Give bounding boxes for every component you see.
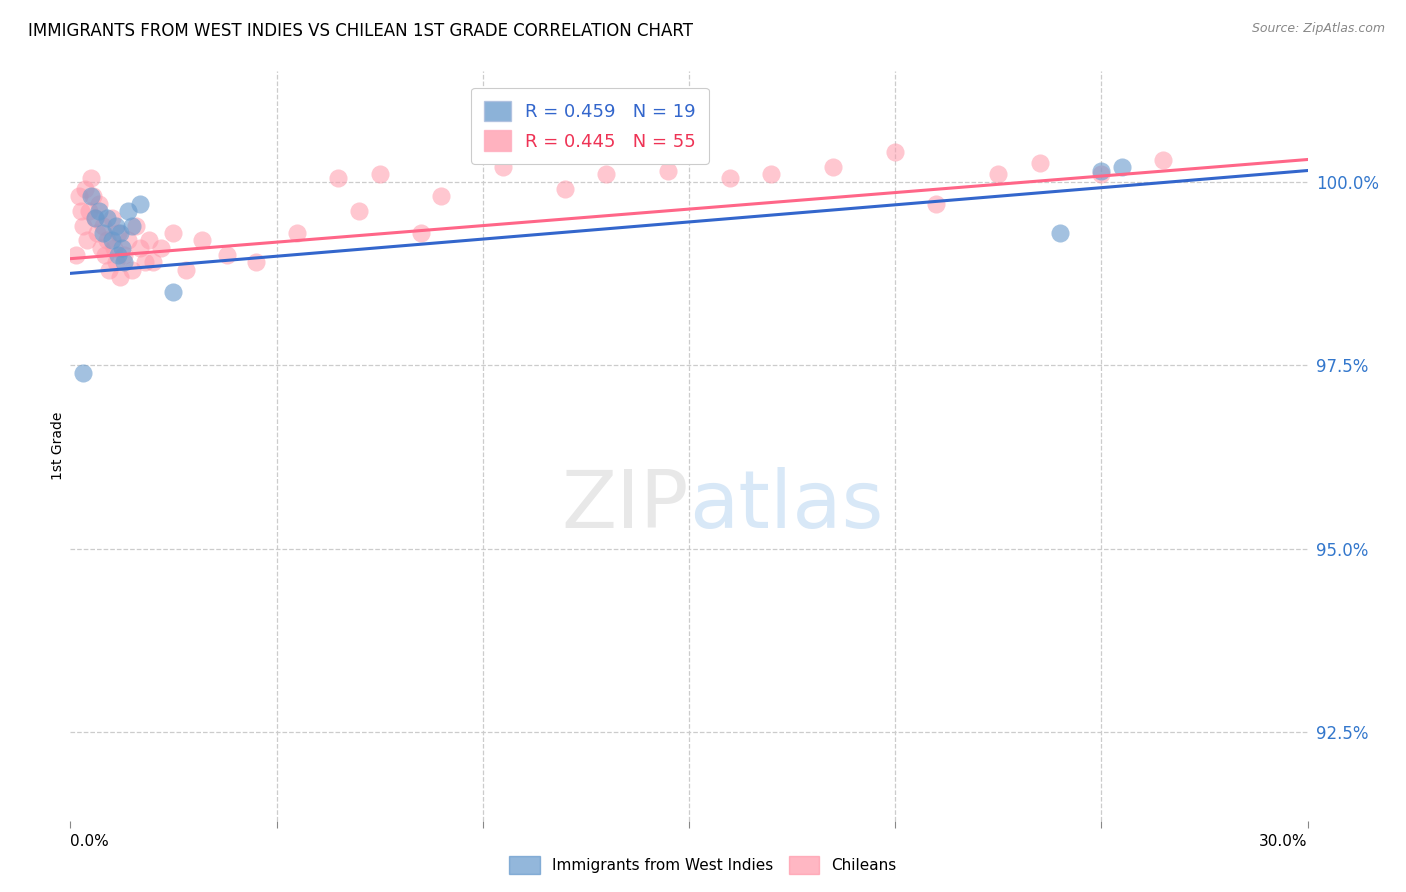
Point (1090, 167, 1112, 181)
Point (162, 285, 184, 299)
Point (89, 203, 111, 218)
Point (121, 219, 143, 233)
Point (430, 189, 453, 203)
Text: atlas: atlas (689, 467, 883, 545)
Point (174, 262, 197, 277)
Point (104, 219, 127, 233)
Point (595, 167, 617, 181)
Point (96, 233, 118, 247)
Point (1028, 156, 1050, 170)
Point (112, 248, 135, 262)
Point (1111, 160, 1133, 174)
Point (67, 189, 90, 203)
Point (90, 241, 112, 255)
Point (89, 196, 111, 211)
Legend: R = 0.459   N = 19, R = 0.445   N = 55: R = 0.459 N = 19, R = 0.445 N = 55 (471, 88, 709, 164)
Point (80, 170, 103, 185)
Point (925, 196, 948, 211)
Point (72, 366, 94, 380)
Point (129, 241, 152, 255)
Point (91, 219, 114, 233)
Point (138, 233, 160, 247)
Point (215, 248, 238, 262)
Text: ZIP: ZIP (561, 467, 689, 545)
Point (328, 170, 350, 185)
Point (104, 255, 127, 269)
Point (94, 248, 117, 262)
Point (69, 203, 91, 218)
Point (657, 163, 679, 178)
Point (1090, 163, 1112, 178)
Text: 0.0%: 0.0% (70, 834, 110, 849)
Point (96, 211, 118, 226)
Point (285, 226, 308, 240)
Point (108, 226, 131, 240)
Point (91, 226, 114, 240)
Point (191, 233, 214, 247)
Point (107, 226, 129, 240)
Point (103, 241, 125, 255)
Y-axis label: 1st Grade: 1st Grade (51, 412, 65, 480)
Point (72, 219, 94, 233)
Point (77, 203, 100, 218)
Point (554, 182, 576, 196)
Point (65, 248, 87, 262)
Point (142, 255, 165, 269)
Point (100, 211, 122, 226)
Point (125, 219, 148, 233)
Text: IMMIGRANTS FROM WEST INDIES VS CHILEAN 1ST GRADE CORRELATION CHART: IMMIGRANTS FROM WEST INDIES VS CHILEAN 1… (28, 22, 693, 40)
Point (134, 255, 156, 269)
Point (884, 145, 907, 160)
Point (108, 270, 131, 285)
Point (117, 203, 139, 218)
Point (117, 233, 139, 247)
Point (823, 160, 845, 174)
Point (761, 167, 783, 181)
Point (84, 211, 107, 226)
Point (492, 160, 515, 174)
Point (1049, 226, 1071, 240)
Point (73, 182, 96, 196)
Point (76, 233, 98, 247)
Point (245, 255, 267, 269)
Point (111, 241, 134, 255)
Point (162, 226, 184, 240)
Point (368, 167, 391, 181)
Point (84, 211, 107, 226)
Point (86, 226, 108, 240)
Text: 30.0%: 30.0% (1260, 834, 1308, 849)
Point (107, 248, 129, 262)
Legend: Immigrants from West Indies, Chileans: Immigrants from West Indies, Chileans (503, 850, 903, 880)
Point (347, 203, 370, 218)
Point (129, 196, 152, 211)
Point (100, 233, 122, 247)
Text: Source: ZipAtlas.com: Source: ZipAtlas.com (1251, 22, 1385, 36)
Point (82, 189, 104, 203)
Point (1152, 153, 1174, 167)
Point (409, 226, 432, 240)
Point (98, 262, 121, 277)
Point (112, 255, 135, 269)
Point (80, 189, 103, 203)
Point (121, 262, 143, 277)
Point (150, 241, 173, 255)
Point (718, 170, 741, 185)
Point (987, 167, 1010, 181)
